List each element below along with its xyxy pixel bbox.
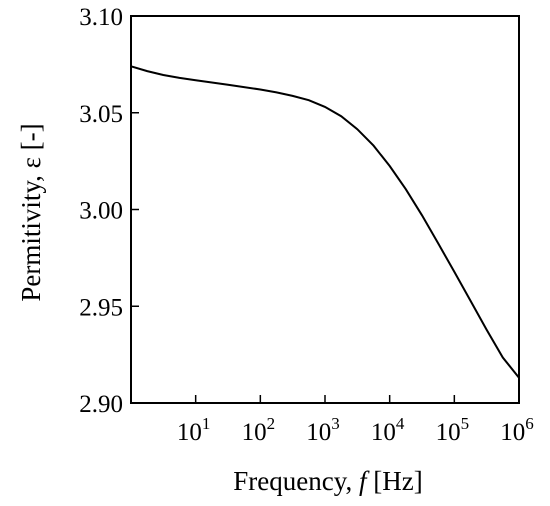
x-tick-label: 106 [500,414,534,446]
x-tick-label: 105 [436,414,470,446]
tick-marks [131,15,520,404]
y-tick-label: 3.00 [79,198,123,225]
x-axis-label-suffix: [Hz] [367,466,423,496]
y-tick-label: 2.90 [79,391,123,418]
x-tick-label: 102 [242,414,276,446]
plot-frame [130,15,520,404]
x-tick-labels: 101 102 103 104 105 106 [177,414,534,446]
y-tick-label: 3.10 [79,4,123,31]
x-axis-label: Frequency, f [Hz] [233,466,422,496]
x-axis-label-prefix: Frequency, [233,466,359,496]
x-tick-label: 103 [306,414,340,446]
series-line [130,65,520,379]
y-axis-label: Permitivity, ε [-] [16,123,46,301]
y-tick-label: 2.95 [79,294,123,321]
x-tick-label: 104 [371,414,405,446]
y-tick-label: 3.05 [79,101,123,128]
x-tick-label: 101 [177,414,211,446]
y-tick-labels: 3.10 3.05 3.00 2.95 2.90 [79,4,123,418]
x-axis-label-symbol: f [359,466,370,496]
